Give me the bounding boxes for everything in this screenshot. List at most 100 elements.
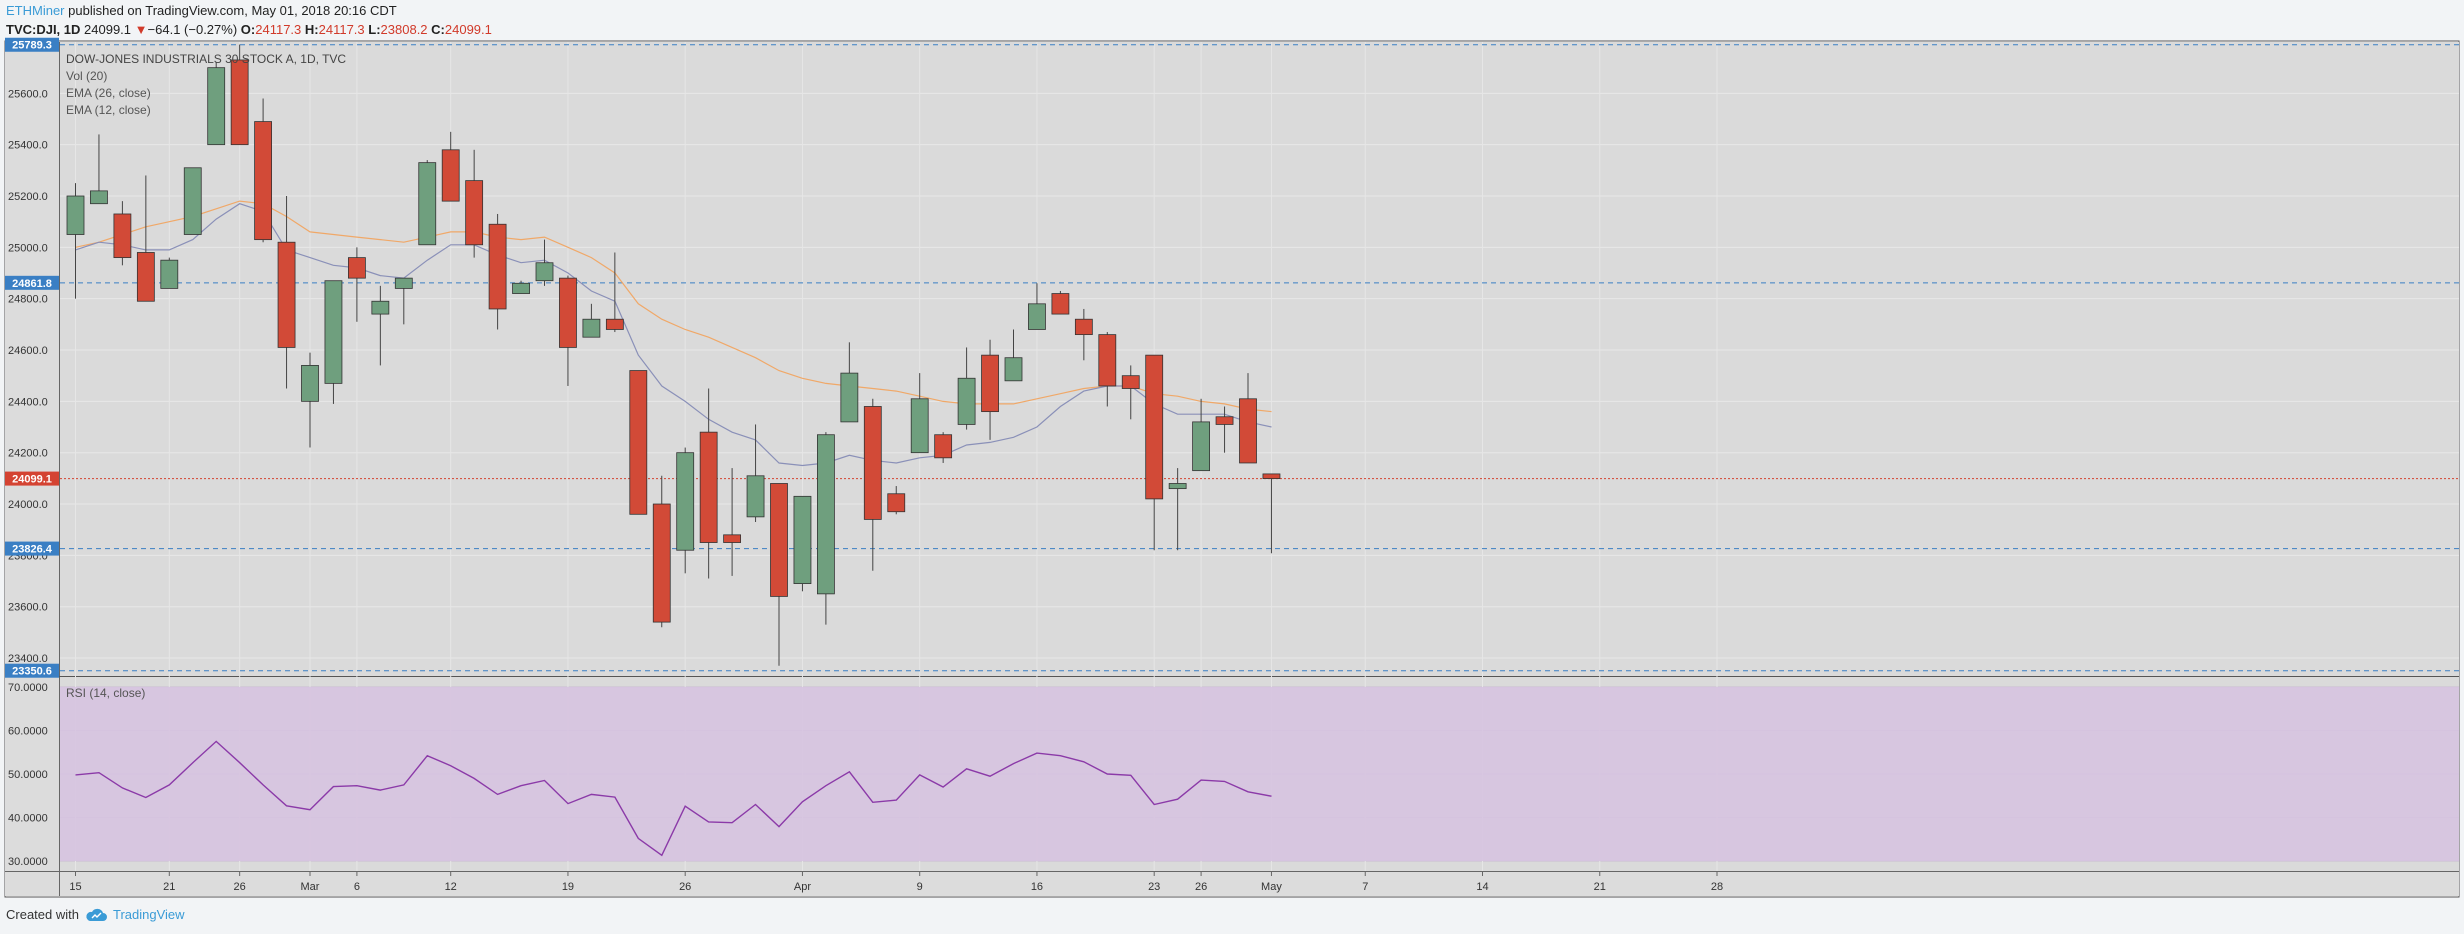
- rsi-axis-ticks: 30.0000 40.0000 50.0000 60.0000 70.0000: [8, 682, 48, 868]
- candle-body: [770, 483, 788, 597]
- rsi-band: [60, 687, 2459, 861]
- candle-body: [629, 370, 648, 515]
- candle-up: [840, 342, 859, 423]
- candle-body: [699, 431, 718, 543]
- candle-body: [793, 495, 812, 584]
- candle-up: [1168, 468, 1187, 551]
- price-tick-label: 24600.0: [8, 345, 48, 357]
- candle-down: [934, 432, 953, 463]
- candle-body: [1215, 416, 1234, 425]
- legend-ema26: EMA (26, close): [66, 86, 151, 100]
- candle-body: [723, 534, 741, 543]
- candle-body: [441, 149, 460, 202]
- close-label: C:: [431, 22, 445, 37]
- ohlc-bar: TVC:DJI, 1D 24099.1 ▼−64.1 (−0.27%) O:24…: [6, 22, 492, 37]
- candle-up: [1192, 398, 1210, 472]
- marker-label: 23826.4: [12, 544, 53, 556]
- price-tick-label: 25600.0: [8, 88, 48, 100]
- price-tick-label: 25200.0: [8, 191, 48, 203]
- price-tick-label: 24800.0: [8, 294, 48, 306]
- marker-badge: [5, 541, 59, 556]
- candle-body: [1192, 421, 1210, 472]
- candle-body: [652, 503, 671, 623]
- candle-down: [1098, 332, 1117, 407]
- candle-down: [230, 44, 249, 146]
- price-tick-label: 24000.0: [8, 499, 48, 511]
- candle-body: [512, 282, 530, 294]
- rsi-line: [75, 740, 1272, 857]
- candle-body: [230, 59, 249, 146]
- candle-down: [699, 388, 718, 579]
- price-tick-label: 24200.0: [8, 448, 48, 460]
- time-tick-label: 21: [1594, 881, 1606, 893]
- candle-body: [160, 259, 179, 289]
- marker-badge: [5, 275, 59, 290]
- candle-down: [277, 196, 296, 389]
- candle-body: [347, 257, 366, 279]
- marker-badge: [5, 37, 59, 52]
- publish-text: published on TradingView.com, May 01, 20…: [68, 3, 397, 18]
- time-tick-label: 19: [562, 881, 574, 893]
- candle-down: [1074, 308, 1093, 361]
- tradingview-link[interactable]: TradingView: [112, 907, 185, 922]
- price-change: −64.1 (−0.27%): [147, 22, 238, 37]
- marker-label: 24861.8: [12, 278, 52, 290]
- candle-body: [863, 406, 882, 520]
- price-markers: 25789.3 24861.8 24099.1 23826.4 23350.6: [5, 37, 59, 678]
- candle-body: [301, 365, 319, 402]
- candle-down: [1051, 290, 1070, 315]
- close-value: 24099.1: [444, 22, 492, 37]
- candle-body: [324, 280, 343, 384]
- created-with-text: Created with: [6, 907, 79, 922]
- price-pane-bg: [60, 42, 2459, 676]
- candle-body: [1145, 354, 1164, 500]
- rsi-tick-label: 70.0000: [8, 682, 48, 694]
- candle-body: [1028, 303, 1046, 330]
- marker-label: 23350.6: [12, 666, 52, 678]
- candle-body: [1074, 318, 1093, 336]
- candle-up: [957, 347, 976, 430]
- candle-body: [582, 318, 601, 338]
- candle-body: [371, 300, 390, 315]
- open-label: O:: [240, 22, 256, 37]
- candle-up: [394, 277, 413, 325]
- candle-body: [136, 252, 155, 302]
- candle-body: [488, 223, 507, 310]
- candle-body: [1121, 375, 1140, 389]
- candle-up: [324, 280, 343, 404]
- candle-down: [254, 98, 273, 243]
- candle-body: [1262, 473, 1281, 479]
- candle-down: [605, 252, 624, 333]
- time-tick-label: 23: [1148, 881, 1160, 893]
- candle-up: [207, 62, 226, 146]
- time-tick-label: 28: [1711, 881, 1723, 893]
- candle-down: [723, 468, 741, 576]
- candle-body: [605, 318, 624, 330]
- time-tick-label: 26: [234, 881, 246, 893]
- candle-down: [1262, 473, 1281, 554]
- candle-body: [1168, 483, 1187, 490]
- candle-down: [981, 339, 999, 440]
- time-tick-label: 12: [445, 881, 457, 893]
- candle-body: [559, 277, 577, 348]
- candle-up: [418, 160, 437, 246]
- time-tick-label: 26: [1195, 881, 1207, 893]
- ema12-line: [75, 203, 1272, 467]
- candle-up: [1028, 283, 1046, 330]
- candle-body: [1004, 357, 1023, 382]
- candle-down: [465, 149, 484, 258]
- time-tick-label: Mar: [301, 881, 320, 893]
- candle-up: [301, 352, 319, 448]
- time-tick-label: 26: [679, 881, 691, 893]
- last-price: 24099.1: [84, 22, 132, 37]
- candle-down: [347, 247, 366, 322]
- author-link[interactable]: ETHMiner: [6, 3, 65, 18]
- candle-down: [1215, 406, 1234, 453]
- rsi-tick-label: 40.0000: [8, 813, 48, 825]
- time-tick-label: 6: [354, 881, 360, 893]
- marker-badge: [5, 471, 59, 486]
- marker-label: 25789.3: [12, 40, 52, 52]
- chart-title: DOW-JONES INDUSTRIALS 30 STOCK A, 1D, TV…: [66, 52, 346, 66]
- candle-up: [746, 424, 765, 522]
